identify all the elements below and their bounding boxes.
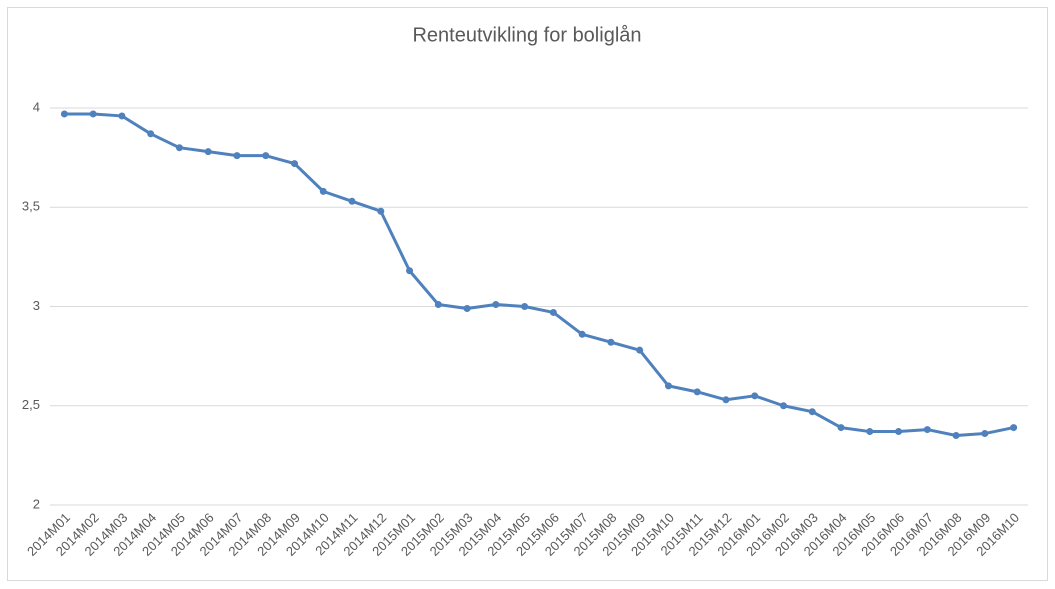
data-point: [607, 338, 615, 346]
y-tick-label: 4: [33, 99, 40, 114]
data-point: [291, 160, 298, 168]
chart-title: Renteutvikling for boliglån: [412, 24, 641, 46]
data-point: [377, 207, 385, 215]
data-point: [492, 301, 500, 309]
data-point: [664, 382, 672, 390]
y-tick-label: 3: [33, 298, 40, 313]
data-point: [348, 197, 356, 205]
data-line: [64, 112, 1014, 438]
data-point: [780, 402, 787, 410]
y-tick-label: 2,5: [22, 397, 40, 412]
data-point: [406, 267, 414, 275]
data-point: [1010, 424, 1018, 432]
data-point: [147, 130, 155, 138]
data-point: [751, 392, 759, 400]
data-point: [521, 303, 529, 310]
chart-border: [7, 7, 1048, 581]
data-point: [463, 304, 471, 312]
data-point: [89, 110, 97, 118]
data-point: [175, 144, 183, 152]
y-tick-label: 3,5: [22, 199, 40, 214]
data-point: [837, 424, 845, 432]
data-point: [60, 110, 68, 118]
data-point: [722, 396, 730, 404]
data-point: [204, 148, 212, 156]
data-point: [262, 152, 270, 160]
data-point: [895, 428, 903, 436]
data-point: [319, 187, 327, 195]
data-point: [578, 330, 586, 338]
data-point: [233, 152, 241, 160]
data-point: [923, 426, 931, 434]
data-point: [693, 388, 701, 396]
data-point: [981, 430, 989, 438]
data-point: [118, 112, 126, 120]
data-point: [549, 308, 557, 316]
data-point: [808, 408, 816, 416]
data-point: [866, 428, 874, 436]
y-tick-label: 2: [33, 496, 40, 511]
data-point: [636, 346, 644, 354]
data-point: [952, 432, 960, 440]
data-point: [434, 301, 442, 309]
